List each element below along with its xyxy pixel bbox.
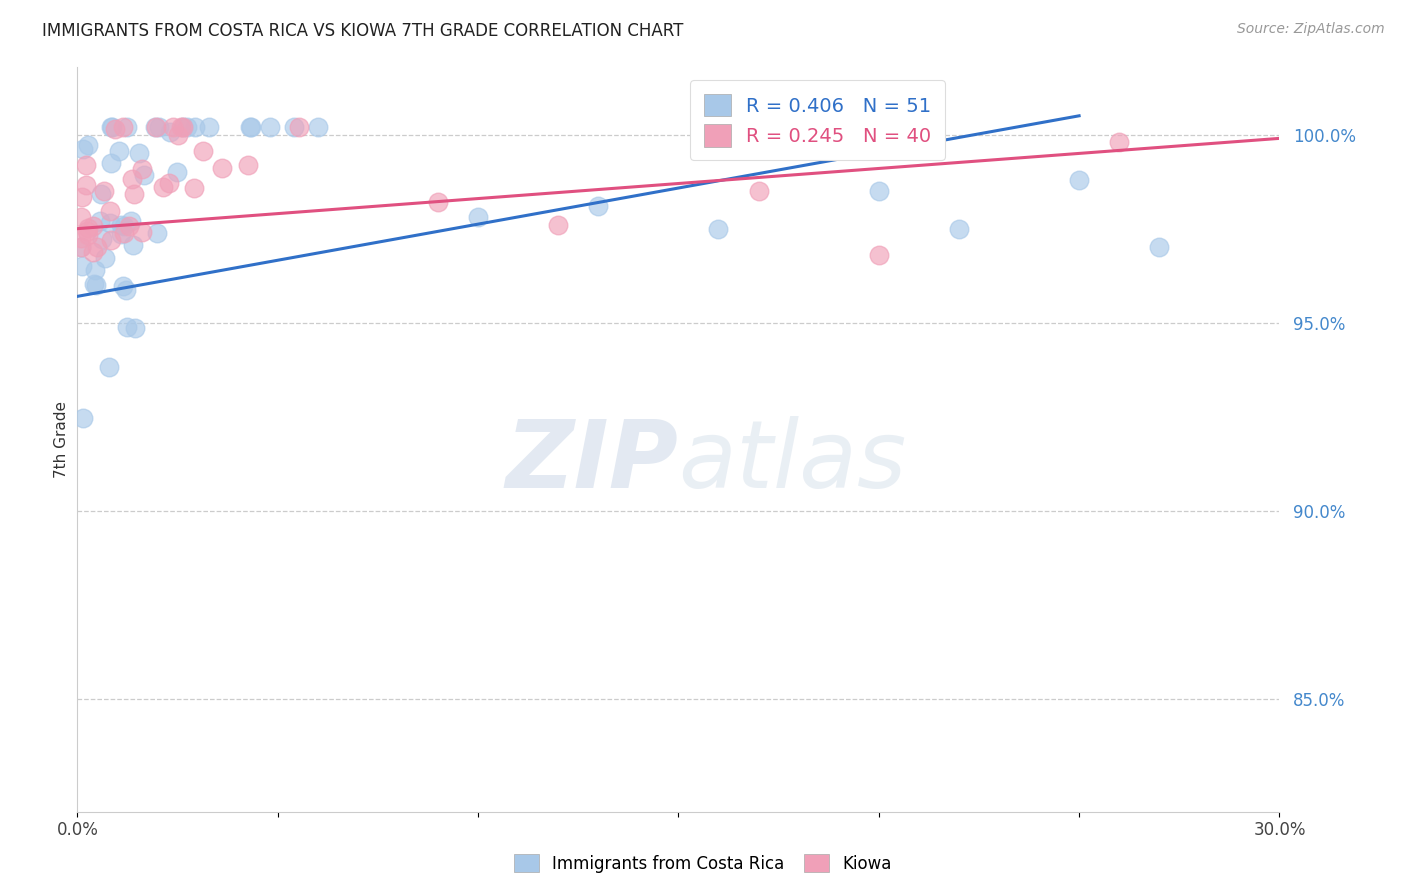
Point: [131, 161, 153, 176]
Point: [70, 240, 93, 254]
Point: [748, 184, 770, 198]
Point: [110, 227, 132, 242]
Point: [159, 125, 181, 139]
Point: [117, 320, 139, 334]
Point: [70, 231, 93, 245]
Point: [100, 233, 122, 247]
Point: [98, 203, 121, 218]
Point: [111, 279, 134, 293]
Point: [112, 227, 135, 241]
Text: IMMIGRANTS FROM COSTA RICA VS KIOWA 7TH GRADE CORRELATION CHART: IMMIGRANTS FROM COSTA RICA VS KIOWA 7TH …: [42, 22, 683, 40]
Point: [707, 221, 730, 235]
Point: [172, 120, 194, 134]
Point: [283, 120, 305, 134]
Point: [172, 120, 194, 134]
Point: [143, 120, 166, 134]
Point: [89, 214, 111, 228]
Point: [868, 248, 890, 262]
Point: [77, 228, 100, 243]
Text: atlas: atlas: [679, 417, 907, 508]
Point: [868, 184, 890, 198]
Point: [128, 145, 150, 160]
Text: ZIP: ZIP: [506, 416, 679, 508]
Point: [72, 411, 94, 425]
Point: [259, 120, 281, 134]
Point: [82, 245, 104, 260]
Point: [70, 210, 93, 224]
Point: [148, 120, 170, 134]
Point: [1149, 240, 1171, 254]
Point: [83, 263, 105, 277]
Point: [93, 251, 115, 265]
Point: [117, 120, 139, 134]
Legend: R = 0.406   N = 51, R = 0.245   N = 40: R = 0.406 N = 51, R = 0.245 N = 40: [690, 80, 945, 161]
Point: [122, 237, 145, 252]
Point: [76, 138, 98, 153]
Point: [191, 144, 214, 158]
Point: [239, 120, 262, 134]
Point: [104, 121, 127, 136]
Point: [146, 226, 169, 240]
Point: [112, 120, 135, 134]
Point: [307, 120, 329, 134]
Point: [115, 283, 138, 297]
Point: [288, 120, 311, 134]
Point: [467, 211, 489, 225]
Point: [93, 184, 115, 198]
Point: [1069, 173, 1091, 187]
Point: [98, 216, 121, 230]
Text: Source: ZipAtlas.com: Source: ZipAtlas.com: [1237, 22, 1385, 37]
Point: [72, 142, 94, 156]
Point: [170, 120, 193, 134]
Point: [121, 172, 143, 186]
Point: [70, 240, 93, 254]
Point: [86, 240, 108, 254]
Point: [110, 219, 132, 233]
Point: [77, 220, 100, 235]
Point: [108, 145, 131, 159]
Point: [97, 360, 120, 375]
Point: [100, 155, 122, 169]
Point: [183, 181, 205, 195]
Point: [90, 232, 112, 246]
Point: [176, 120, 198, 134]
Point: [70, 190, 93, 204]
Point: [162, 120, 184, 134]
Point: [76, 224, 98, 238]
Legend: Immigrants from Costa Rica, Kiowa: Immigrants from Costa Rica, Kiowa: [508, 847, 898, 880]
Point: [184, 120, 207, 134]
Point: [152, 180, 174, 194]
Point: [166, 164, 188, 178]
Y-axis label: 7th Grade: 7th Grade: [53, 401, 69, 478]
Point: [238, 158, 260, 172]
Point: [75, 178, 97, 192]
Point: [132, 169, 155, 183]
Point: [167, 128, 190, 142]
Point: [75, 158, 97, 172]
Point: [239, 120, 262, 134]
Point: [83, 277, 105, 292]
Point: [124, 321, 146, 335]
Point: [122, 187, 145, 202]
Point: [197, 120, 219, 134]
Point: [100, 120, 122, 134]
Point: [588, 199, 610, 213]
Point: [90, 186, 112, 201]
Point: [70, 259, 93, 273]
Point: [427, 195, 450, 210]
Point: [84, 277, 107, 292]
Point: [547, 218, 569, 232]
Point: [1108, 135, 1130, 149]
Point: [211, 161, 233, 175]
Point: [112, 219, 135, 233]
Point: [131, 225, 153, 239]
Point: [145, 120, 167, 134]
Point: [948, 221, 970, 235]
Point: [82, 219, 104, 233]
Point: [118, 219, 141, 234]
Point: [120, 214, 142, 228]
Point: [157, 176, 180, 190]
Point: [101, 120, 124, 134]
